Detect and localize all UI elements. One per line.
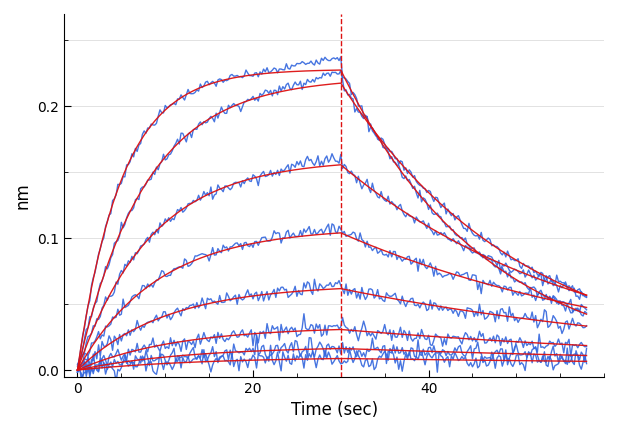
- Y-axis label: nm: nm: [14, 182, 32, 209]
- X-axis label: Time (sec): Time (sec): [290, 401, 378, 419]
